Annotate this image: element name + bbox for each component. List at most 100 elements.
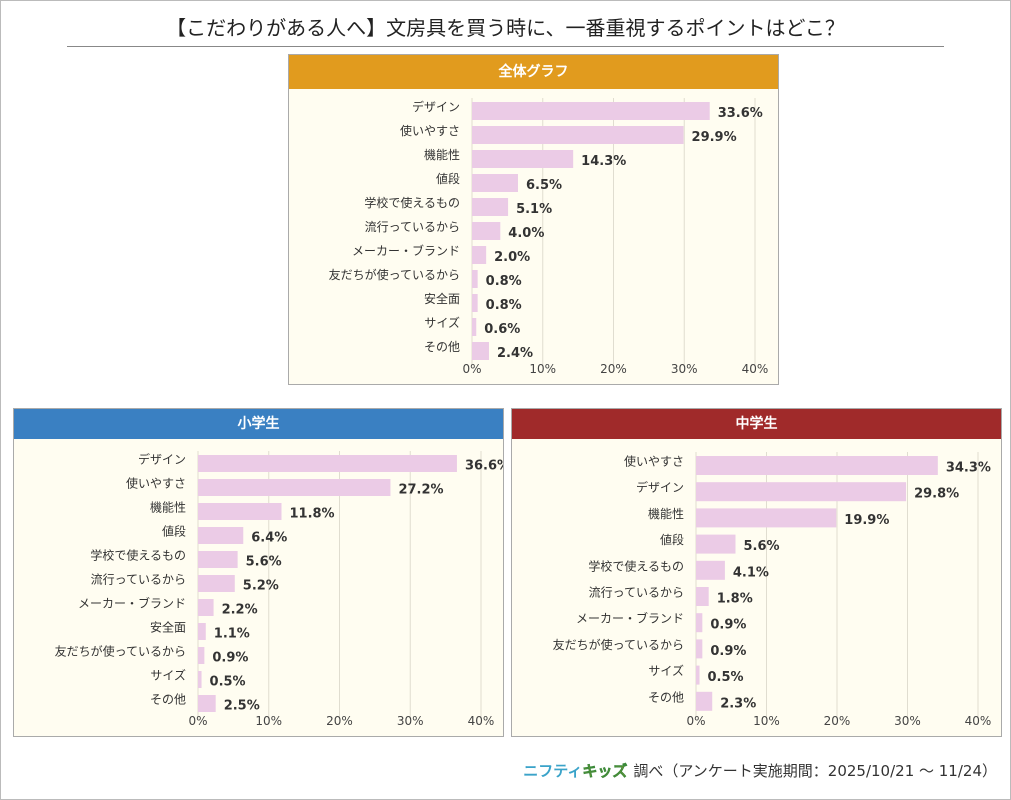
data-label: 19.9%: [844, 513, 889, 528]
bar: [198, 695, 216, 712]
category-label: デザイン: [412, 99, 460, 114]
bar: [472, 294, 478, 312]
category-label: 安全面: [150, 620, 186, 635]
x-tick-label: 40%: [965, 714, 992, 728]
data-label: 5.1%: [516, 202, 552, 217]
category-label: その他: [424, 340, 460, 354]
bar: [696, 560, 725, 580]
category-label: 流行っているから: [91, 573, 186, 587]
data-label: 29.9%: [692, 130, 737, 145]
category-label: 友だちが使っているから: [553, 637, 684, 652]
bar: [198, 575, 235, 592]
bar: [472, 270, 478, 288]
x-tick-label: 10%: [255, 714, 282, 728]
elementary-chart-panel: 小学生 0% 10% 20% 30% 40% デザイン 36.6% 使いやすさ 27.2% 機能性…: [13, 408, 504, 737]
bar: [198, 623, 206, 640]
data-label: 0.5%: [210, 675, 246, 690]
bar: [472, 126, 684, 144]
logo-nifty: ニフティ: [523, 762, 583, 780]
x-tick-label: 40%: [468, 714, 495, 728]
category-label: 学校で使えるもの: [90, 548, 186, 563]
bar: [198, 551, 238, 568]
category-label: 値段: [660, 532, 684, 547]
data-label: 0.5%: [708, 670, 744, 685]
bar: [472, 342, 489, 360]
category-label: 値段: [436, 171, 460, 186]
data-label: 0.9%: [212, 651, 248, 666]
category-label: 値段: [162, 524, 186, 539]
data-label: 34.3%: [946, 461, 991, 476]
category-label: 友だちが使っているから: [55, 644, 186, 659]
elementary-chart: 0% 10% 20% 30% 40% デザイン 36.6% 使いやすさ 27.2% 機能性 11.8…: [55, 451, 503, 728]
data-label: 36.6%: [465, 459, 503, 474]
x-tick-label: 0%: [686, 714, 705, 728]
category-label: 流行っているから: [589, 586, 684, 600]
category-label: 使いやすさ: [126, 476, 186, 491]
category-label: 機能性: [424, 147, 460, 162]
category-label: 流行っているから: [365, 220, 460, 234]
data-label: 5.6%: [246, 555, 282, 570]
x-tick-label: 30%: [397, 714, 424, 728]
title-divider: [67, 46, 944, 47]
bar: [696, 456, 938, 475]
overall-chart: 0% 10% 20% 30% 40% デザイン 33.6% 使いやすさ 29.9% 機能性 14.3…: [329, 98, 769, 376]
bar: [198, 527, 244, 544]
bar: [696, 482, 907, 502]
bar: [472, 102, 710, 120]
bar: [198, 647, 205, 664]
category-label: 学校で使えるもの: [364, 195, 460, 210]
data-label: 6.5%: [526, 178, 562, 193]
category-label: メーカー・ブランド: [576, 611, 684, 626]
data-label: 2.3%: [720, 696, 756, 711]
bar: [198, 503, 282, 520]
x-tick-label: 0%: [462, 362, 481, 376]
x-tick-label: 20%: [824, 714, 851, 728]
category-label: 学校で使えるもの: [588, 558, 684, 573]
bar: [472, 198, 509, 216]
data-label: 14.3%: [581, 154, 626, 169]
category-label: メーカー・ブランド: [352, 243, 460, 258]
bar: [472, 318, 477, 336]
data-label: 2.2%: [222, 603, 258, 618]
bar: [696, 613, 703, 633]
x-tick-label: 20%: [326, 714, 353, 728]
category-label: 友だちが使っているから: [329, 267, 460, 282]
bar: [198, 671, 202, 688]
category-label: その他: [648, 690, 684, 704]
data-label: 0.6%: [484, 322, 520, 337]
data-label: 1.1%: [214, 627, 250, 642]
data-label: 11.8%: [289, 507, 334, 522]
survey-period: 調べ（アンケート実施期間：2025/10/21 ～ 11/24）: [633, 762, 997, 780]
bar: [472, 174, 518, 192]
data-label: 0.8%: [486, 274, 522, 289]
category-label: デザイン: [138, 452, 186, 467]
x-tick-label: 10%: [529, 362, 556, 376]
overall-chart-title: 全体グラフ: [289, 55, 778, 89]
data-label: 4.0%: [508, 226, 544, 241]
junior-chart: 0% 10% 20% 30% 40% 使いやすさ 34.3% デザイン 29.8% 機能性 19.9…: [553, 452, 992, 728]
data-label: 29.8%: [914, 487, 959, 502]
x-tick-label: 0%: [188, 714, 207, 728]
x-tick-label: 40%: [742, 362, 769, 376]
bar: [198, 479, 391, 496]
bar: [696, 508, 837, 528]
page-title: 【こだわりがある人へ】文房具を買う時に、一番重視するポイントはどこ？: [166, 16, 845, 40]
bar: [472, 246, 487, 264]
data-label: 5.6%: [743, 539, 779, 554]
category-label: メーカー・ブランド: [78, 596, 186, 611]
data-label: 5.2%: [243, 579, 279, 594]
data-label: 2.5%: [224, 699, 260, 714]
bar: [472, 222, 501, 240]
category-label: サイズ: [648, 663, 684, 678]
category-label: 機能性: [648, 506, 684, 521]
category-label: サイズ: [150, 668, 186, 683]
elementary-chart-title: 小学生: [14, 409, 503, 439]
category-label: その他: [150, 693, 186, 707]
x-tick-label: 10%: [753, 714, 780, 728]
x-tick-label: 30%: [894, 714, 921, 728]
bar: [696, 665, 700, 685]
category-label: 機能性: [150, 500, 186, 515]
junior-chart-panel: 中学生 0% 10% 20% 30% 40% 使いやすさ 34.3% デザイン 29.8% 機能性…: [511, 408, 1002, 737]
footer: ニフティキッズ 調べ（アンケート実施期間：2025/10/21 ～ 11/24）: [523, 760, 997, 781]
bar: [696, 534, 736, 554]
